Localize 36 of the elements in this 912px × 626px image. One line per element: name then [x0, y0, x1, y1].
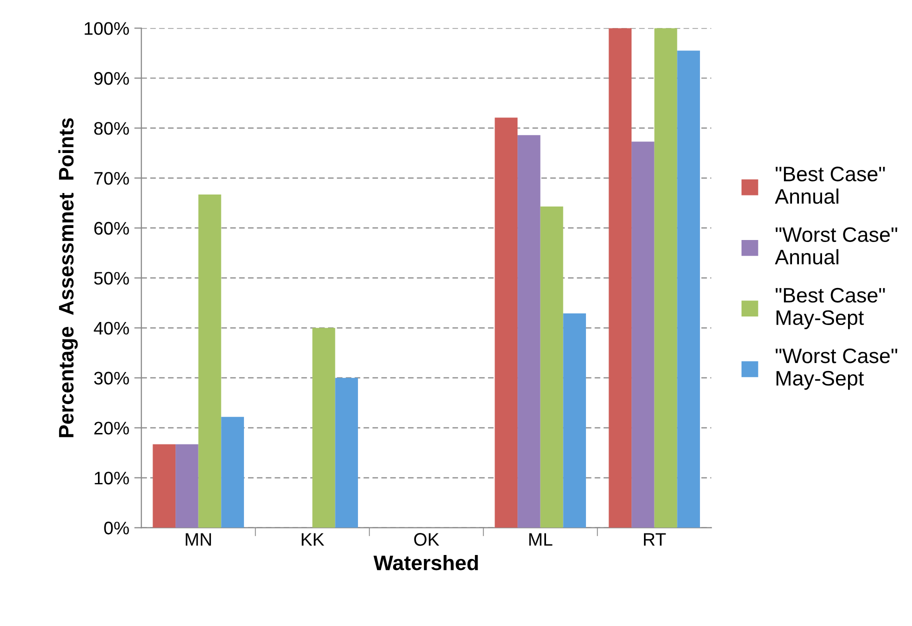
y-tick-label: 40% — [94, 322, 129, 335]
x-tick-label: ML — [529, 533, 552, 546]
bar — [632, 142, 654, 528]
legend-label: "Best Case" May-Sept — [776, 288, 885, 330]
x-tick-label: OK — [414, 533, 440, 546]
legend-label: "Worst Case" May-Sept — [776, 348, 898, 390]
x-tick-label: KK — [302, 533, 324, 546]
y-tick-label: 0% — [104, 522, 129, 534]
x-axis-title: Watershed — [374, 554, 478, 570]
bar — [494, 118, 518, 528]
y-tick-label: 60% — [94, 222, 129, 235]
x-tick-label: MN — [186, 533, 211, 546]
y-tick-label: 90% — [94, 72, 129, 85]
legend-label: "Best Case" Annual — [774, 166, 885, 204]
legend-label: "Worst Case" Annual — [774, 227, 898, 264]
y-tick-label: 80% — [94, 122, 129, 135]
bar — [312, 328, 336, 528]
bar — [335, 378, 358, 528]
bar — [654, 28, 678, 528]
y-tick-label: 70% — [94, 172, 129, 185]
y-tick-label: 100% — [84, 22, 129, 35]
y-tick-label: 10% — [94, 472, 129, 484]
bar — [608, 28, 632, 528]
bar — [677, 50, 700, 528]
y-tick-label: 20% — [94, 422, 129, 435]
x-tick-label: RT — [644, 533, 666, 546]
bar — [563, 313, 586, 528]
y-tick-label: 30% — [94, 372, 129, 385]
bar — [176, 444, 198, 528]
y-axis-title: Percentage Assessmnet Points — [58, 118, 78, 438]
bar — [198, 194, 222, 528]
y-tick-label: 50% — [94, 272, 129, 285]
bar — [221, 416, 244, 528]
bar — [518, 135, 540, 528]
bar — [152, 444, 176, 528]
bar — [540, 206, 564, 528]
